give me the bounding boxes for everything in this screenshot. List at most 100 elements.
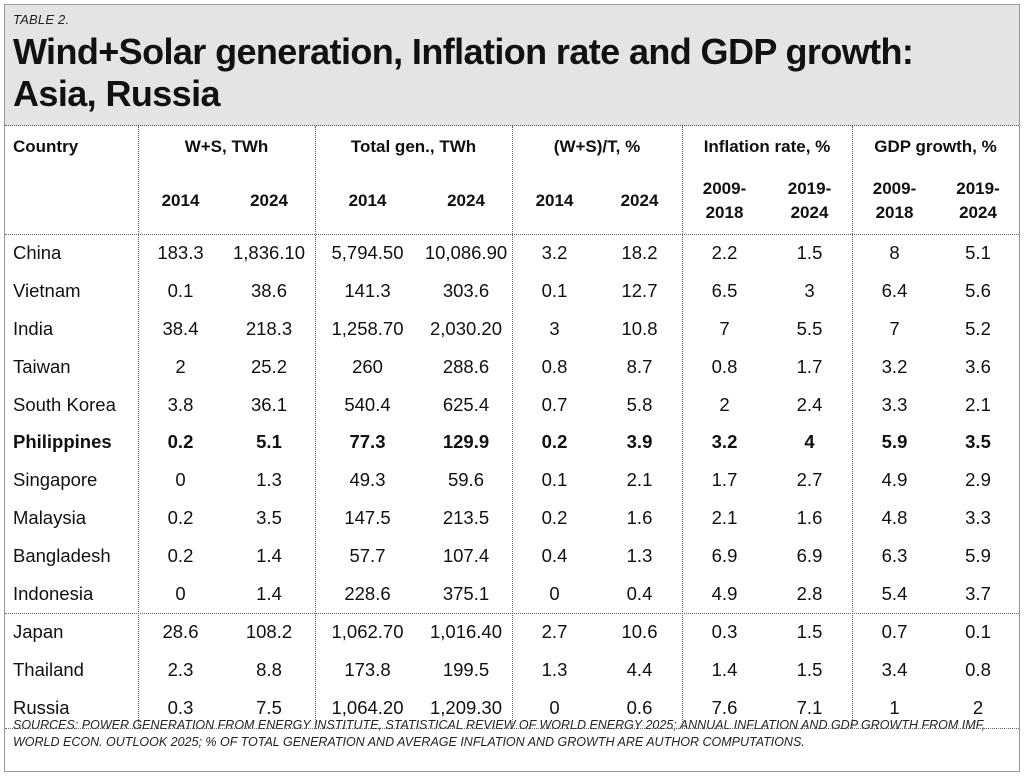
table-header-band: TABLE 2. Wind+Solar generation, Inflatio…	[5, 5, 1019, 126]
value-cell: 0	[549, 583, 560, 605]
value-cell: 2	[719, 393, 730, 415]
value-cell: 260	[352, 355, 383, 377]
column-divider	[138, 126, 139, 728]
subheader-cell: 2019- 2024	[956, 179, 1000, 222]
value-cell: 18.2	[621, 241, 658, 263]
value-cell: 199.5	[442, 658, 490, 680]
country-cell: Vietnam	[13, 279, 81, 301]
value-cell: 2.8	[796, 583, 823, 605]
value-cell: 1.4	[711, 658, 738, 680]
value-cell: 0.1	[965, 620, 991, 642]
value-cell: 7.5	[256, 696, 282, 718]
value-cell: 1,062.70	[331, 620, 404, 642]
value-cell: 3.2	[541, 241, 568, 263]
value-cell: 7.6	[711, 696, 738, 718]
value-cell: 4.8	[881, 507, 908, 529]
value-cell: 0.8	[965, 658, 991, 680]
value-cell: 8	[889, 241, 900, 263]
value-cell: 141.3	[344, 279, 391, 301]
value-cell: 5.9	[881, 431, 908, 453]
value-cell: 36.1	[250, 393, 287, 415]
column-header-ws: W+S, TWh	[184, 137, 269, 156]
value-cell: 0.4	[541, 545, 568, 567]
value-cell: 59.6	[447, 469, 484, 491]
value-cell: 25.2	[250, 355, 287, 377]
value-cell: 183.3	[157, 241, 204, 263]
value-cell: 1.3	[256, 469, 282, 491]
country-cell: Thailand	[13, 658, 84, 680]
table-row: Taiwan 2 25.2 260 288.6 0.8 8.7 0.8 1.7 3.2 3.6	[5, 348, 1019, 386]
value-cell: 0.2	[167, 507, 194, 529]
value-cell: 8.8	[256, 658, 282, 680]
value-cell: 5.9	[965, 545, 991, 567]
value-cell: 0.8	[711, 355, 738, 377]
subheader-cell: 2014	[535, 191, 574, 210]
column-divider	[512, 126, 513, 728]
value-cell: 0.2	[541, 507, 568, 529]
subheader-cell: 2014	[348, 191, 387, 210]
table-row: Singapore 0 1.3 49.3 59.6 0.1 2.1 1.7 2.7 4.9 2.9	[5, 461, 1019, 499]
value-cell: 2.7	[796, 469, 823, 491]
value-cell: 57.7	[349, 545, 386, 567]
table-row: Russia 0.3 7.5 1,064.20 1,209.30 0 0.6 7.6 7.1 1 2	[5, 689, 1019, 727]
value-cell: 1.7	[711, 469, 738, 491]
value-cell: 3.4	[881, 658, 908, 680]
value-cell: 7	[719, 317, 730, 339]
country-cell: China	[13, 241, 62, 263]
table-row: Japan 28.6 108.2 1,062.70 1,016.40 2.7 10.6 0.3…	[5, 613, 1019, 651]
value-cell: 107.4	[442, 545, 490, 567]
value-cell: 6.5	[711, 279, 738, 301]
value-cell: 1,064.20	[331, 696, 404, 718]
value-cell: 4.4	[626, 658, 653, 680]
country-cell: Malaysia	[13, 507, 86, 529]
value-cell: 0.2	[541, 431, 568, 453]
value-cell: 5.6	[965, 279, 991, 301]
value-cell: 4.9	[881, 469, 908, 491]
column-header-country: Country	[13, 137, 79, 156]
value-cell: 2,030.20	[429, 317, 502, 339]
value-cell: 77.3	[349, 431, 386, 453]
value-cell: 218.3	[245, 317, 293, 339]
value-cell: 1.3	[541, 658, 568, 680]
value-cell: 6.4	[881, 279, 908, 301]
value-cell: 0.2	[167, 431, 194, 453]
country-cell: Bangladesh	[13, 545, 111, 567]
column-divider	[852, 126, 853, 728]
table-row: China 183.3 1,836.10 5,794.50 10,086.90 3.2 18…	[5, 234, 1019, 272]
value-cell: 0.3	[711, 620, 738, 642]
column-header-total: Total gen., TWh	[350, 137, 477, 156]
value-cell: 2.9	[965, 469, 991, 491]
value-cell: 540.4	[344, 393, 391, 415]
value-cell: 3.5	[256, 507, 282, 529]
value-cell: 1	[889, 696, 900, 718]
value-cell: 3.6	[965, 355, 991, 377]
value-cell: 625.4	[442, 393, 490, 415]
value-cell: 3.2	[711, 431, 738, 453]
value-cell: 8.7	[626, 355, 653, 377]
value-cell: 0.1	[167, 279, 194, 301]
country-cell: Taiwan	[13, 355, 71, 377]
value-cell: 173.8	[344, 658, 391, 680]
value-cell: 6.9	[711, 545, 738, 567]
value-cell: 7	[889, 317, 900, 339]
value-cell: 12.7	[621, 279, 658, 301]
table-row: Bangladesh 0.2 1.4 57.7 107.4 0.4 1.3 6.9 6.9 6.3…	[5, 537, 1019, 575]
value-cell: 1,258.70	[331, 317, 404, 339]
value-cell: 0	[175, 583, 186, 605]
value-cell: 10.8	[621, 317, 658, 339]
value-cell: 2.1	[965, 393, 991, 415]
country-cell: Indonesia	[13, 583, 94, 605]
subheader-cell: 2024	[250, 191, 288, 210]
value-cell: 1,836.10	[232, 241, 305, 263]
subheader-cell: 2024	[620, 191, 659, 210]
country-cell: Singapore	[13, 469, 98, 491]
value-cell: 2.1	[626, 469, 653, 491]
title-line-2: Asia, Russia	[13, 73, 221, 114]
value-cell: 3.5	[965, 431, 991, 453]
value-cell: 108.2	[245, 620, 293, 642]
value-cell: 213.5	[442, 507, 490, 529]
title-line-1: Wind+Solar generation, Inflation rate an…	[13, 31, 914, 72]
value-cell: 6.3	[881, 545, 908, 567]
value-cell: 5.8	[626, 393, 653, 415]
value-cell: 2.2	[711, 241, 738, 263]
